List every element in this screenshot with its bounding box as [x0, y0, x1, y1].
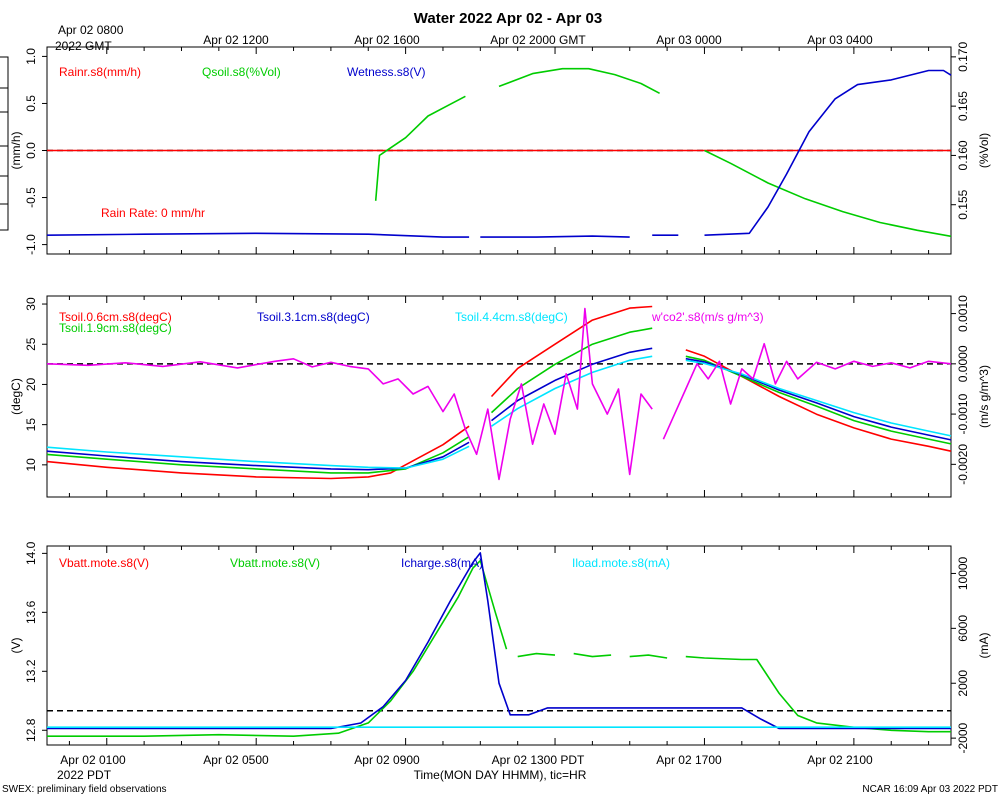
x-axis-title: Time(MON DAY HHMM), tic=HR	[414, 768, 587, 782]
legend-entry: Iload.mote.s8(mA)	[572, 556, 670, 570]
top-axis-label: Apr 02 1200	[203, 33, 269, 47]
chart-title: Water 2022 Apr 02 - Apr 03	[414, 10, 602, 27]
series-line	[517, 652, 556, 658]
legend-entry: Vbatt.mote.s8(V)	[59, 556, 149, 570]
right-tick-label: 0.160	[956, 140, 970, 170]
legend-entry: w'co2'.s8(m/s g/m^3)	[651, 310, 764, 324]
top-axis-label: Apr 02 2000 GMT	[490, 33, 586, 47]
bottom-axis-label: Apr 02 1700	[656, 753, 722, 767]
annotation: Rain Rate: 0 mm/hr	[101, 206, 205, 220]
right-tick-label: 0.155	[956, 189, 970, 219]
bottom-axis-label: Apr 02 2100	[807, 753, 873, 767]
bottom-axis-sub: 2022 PDT	[57, 768, 112, 782]
left-tick-label: 14.0	[24, 541, 38, 565]
legend-box-ticks	[0, 87, 8, 205]
left-tick-label: 20	[24, 377, 38, 391]
left-tick-label: 13.2	[24, 659, 38, 683]
left-tick-label: 10	[24, 458, 38, 472]
bottom-axis: Apr 02 0100 Apr 02 0500 Apr 02 0900 Apr …	[57, 753, 873, 782]
plot-frame	[46, 545, 952, 746]
series-line	[629, 654, 668, 659]
series-line	[685, 655, 951, 733]
legend-entry: Rainr.s8(mm/h)	[59, 65, 141, 79]
bottom-axis-label: Apr 02 0900	[354, 753, 420, 767]
series-line	[46, 425, 470, 480]
series-line	[490, 327, 653, 414]
series-line	[573, 652, 612, 658]
series-line	[46, 307, 653, 481]
legend-entry: Tsoil.1.9cm.s8(degC)	[59, 321, 172, 335]
series-line	[46, 441, 470, 471]
series-line	[498, 67, 660, 95]
left-tick-label: 13.6	[24, 600, 38, 624]
water-panel: -1.0 -0.5 0.0 0.5 1.0 0.155 0.160 0.165 0.170 (mm…	[9, 42, 991, 255]
series-line	[685, 349, 952, 452]
legend-entry: Tsoil.0.6cm.s8(degC)	[59, 310, 172, 324]
legend-entry: Wetness.s8(V)	[347, 65, 425, 79]
top-axis-first-sub: 2022 GMT	[55, 39, 112, 53]
left-tick-label: -0.5	[24, 187, 38, 208]
right-tick-label: 6000	[956, 615, 970, 642]
left-tick-label: 25	[24, 337, 38, 351]
plot-frame	[46, 295, 952, 498]
series-line	[46, 436, 470, 474]
right-tick-label: 0.0010	[956, 295, 970, 332]
right-tick-label: 2000	[956, 670, 970, 697]
right-tick-label: -0.0020	[956, 444, 970, 485]
series-line	[46, 445, 470, 469]
footer-left: SWEX: preliminary field observations	[2, 784, 167, 795]
top-axis-label: Apr 03 0000	[656, 33, 722, 47]
bottom-axis-label: Apr 02 0500	[203, 753, 269, 767]
footer-right: NCAR 16:09 Apr 03 2022 PDT	[862, 784, 998, 795]
left-axis-title: (mm/h)	[9, 132, 23, 170]
legend-entry: Tsoil.4.4cm.s8(degC)	[455, 310, 568, 324]
left-tick-label: 0.0	[24, 142, 38, 159]
legend-entry: Tsoil.3.1cm.s8(degC)	[257, 310, 370, 324]
left-tick-label: -1.0	[24, 234, 38, 255]
temperature-panel: 10 15 20 25 30 -0.0020 -0.0010 0.0000 0.0010 (deg…	[9, 295, 991, 498]
left-axis-title: (V)	[9, 638, 23, 654]
legend-entry: Qsoil.s8(%Vol)	[202, 65, 281, 79]
series-line	[704, 149, 952, 238]
right-tick-label: -2000	[956, 722, 970, 753]
right-axis-title: (%Vol)	[977, 133, 991, 168]
top-axis-first-label: Apr 02 0800	[58, 23, 124, 37]
right-tick-label: 0.170	[956, 42, 970, 72]
left-tick-label: 0.5	[24, 95, 38, 112]
top-axis-label: Apr 02 1600	[354, 33, 420, 47]
right-axis-title: (m/s g/m^3)	[977, 365, 991, 428]
series-line	[46, 232, 470, 238]
bottom-axis-label: Apr 02 1300 PDT	[492, 753, 585, 767]
legend-entry: Icharge.s8(mA)	[401, 556, 483, 570]
series-line	[47, 559, 508, 737]
right-axis-title: (mA)	[977, 633, 991, 659]
top-axis: Apr 02 0800 2022 GMT Apr 02 1200 Apr 02 …	[55, 23, 873, 53]
left-tick-label: 15	[24, 418, 38, 432]
series-line	[490, 305, 653, 398]
series-line	[480, 235, 630, 238]
right-tick-label: 0.0000	[956, 345, 970, 382]
right-tick-label: 0.165	[956, 91, 970, 121]
series-line	[47, 552, 951, 730]
left-axis-title: (degC)	[9, 378, 23, 415]
series-line	[374, 95, 466, 201]
series-line	[685, 359, 952, 437]
series-line	[491, 347, 653, 422]
left-tick-label: 1.0	[24, 48, 38, 65]
legend-entry: Vbatt.mote.s8(V)	[230, 556, 320, 570]
legend-box-fragment	[0, 56, 9, 231]
series-line	[662, 342, 952, 440]
left-tick-label: 30	[24, 297, 38, 311]
power-panel: 12.8 13.2 13.6 14.0 -2000 2000 6000 10000 (V) (mA…	[9, 541, 991, 753]
left-tick-label: 12.8	[24, 718, 38, 742]
right-tick-label: -0.0010	[956, 393, 970, 434]
bottom-axis-label: Apr 02 0100	[60, 753, 126, 767]
top-axis-label: Apr 03 0400	[807, 33, 873, 47]
series-line	[704, 69, 952, 236]
right-tick-label: 10000	[956, 556, 970, 590]
